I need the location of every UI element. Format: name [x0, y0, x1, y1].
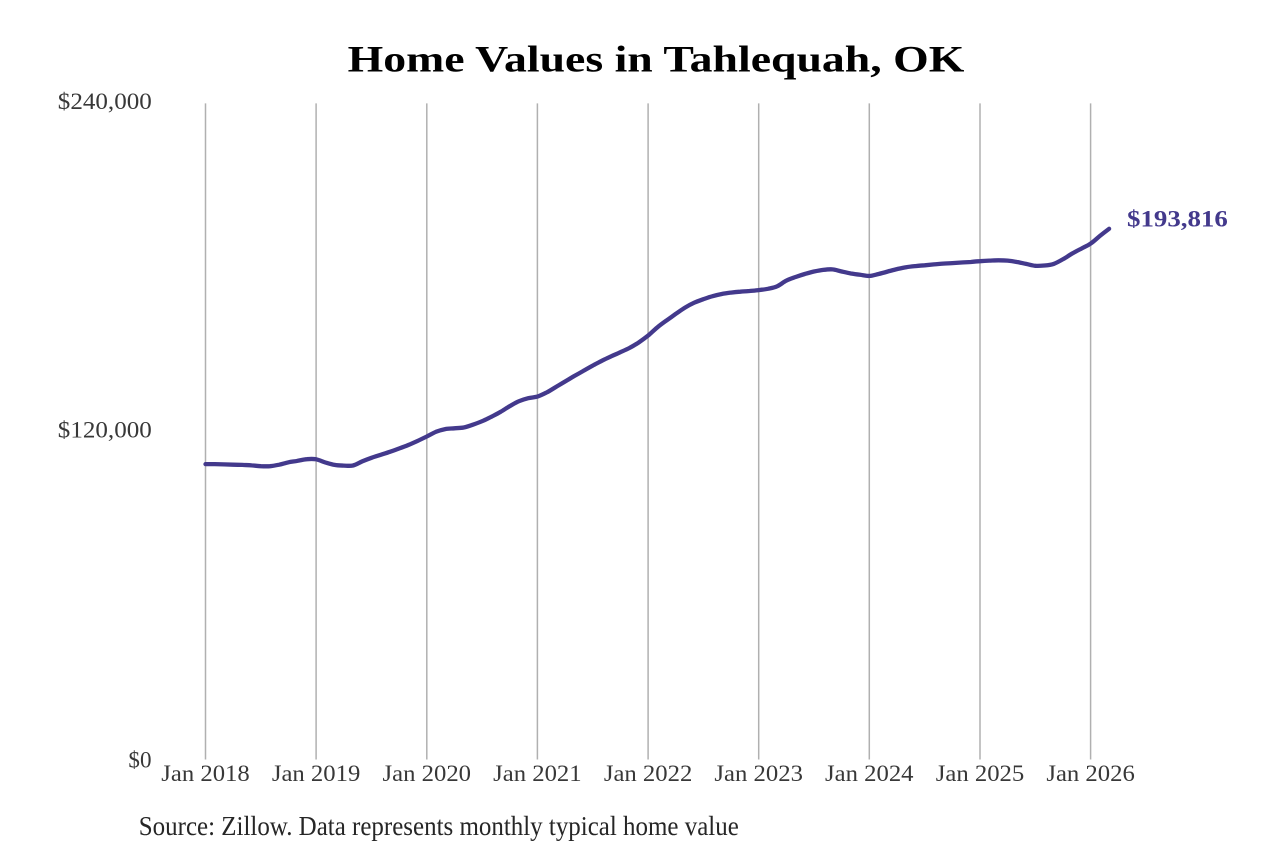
- svg-text:Jan 2019: Jan 2019: [272, 761, 361, 786]
- svg-text:Jan 2024: Jan 2024: [825, 761, 914, 786]
- svg-text:Home Values in Tahlequah, OK: Home Values in Tahlequah, OK: [348, 40, 965, 81]
- svg-text:Jan 2021: Jan 2021: [493, 761, 582, 786]
- svg-text:Source: Zillow. Data represent: Source: Zillow. Data represents monthly …: [139, 811, 739, 841]
- svg-text:Jan 2022: Jan 2022: [604, 761, 693, 786]
- svg-text:$120,000: $120,000: [58, 417, 152, 442]
- svg-text:Jan 2026: Jan 2026: [1046, 761, 1135, 786]
- svg-text:$193,816: $193,816: [1127, 207, 1228, 232]
- svg-text:Jan 2018: Jan 2018: [161, 761, 250, 786]
- svg-text:Jan 2025: Jan 2025: [936, 761, 1025, 786]
- svg-text:$240,000: $240,000: [58, 89, 152, 114]
- svg-text:$0: $0: [128, 748, 151, 773]
- svg-text:Jan 2020: Jan 2020: [383, 761, 472, 786]
- svg-text:Jan 2023: Jan 2023: [714, 761, 803, 786]
